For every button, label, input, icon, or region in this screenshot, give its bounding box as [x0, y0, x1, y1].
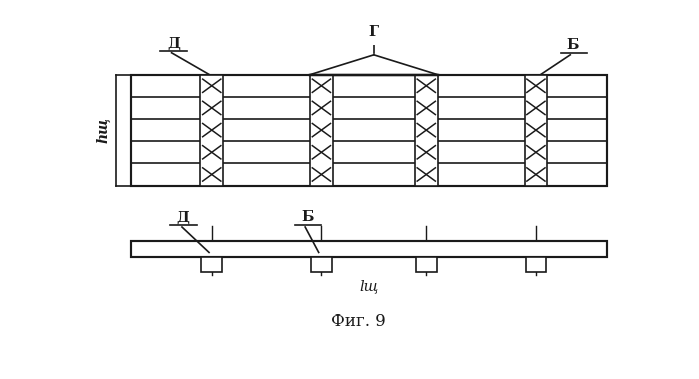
Text: Б: Б: [567, 39, 579, 52]
Bar: [201, 257, 222, 272]
Text: lщ: lщ: [359, 279, 379, 293]
Text: Б: Б: [302, 210, 314, 224]
Bar: [526, 257, 546, 272]
Bar: [415, 75, 438, 186]
Bar: [416, 257, 437, 272]
Text: Г: Г: [369, 25, 379, 39]
Text: Д: Д: [168, 36, 181, 50]
Text: Фиг. 9: Фиг. 9: [331, 313, 386, 330]
Bar: [201, 75, 223, 186]
Bar: [131, 241, 607, 257]
Text: Д: Д: [177, 210, 189, 224]
Bar: [131, 75, 607, 186]
Text: hщ: hщ: [96, 117, 110, 143]
Bar: [310, 75, 333, 186]
Bar: [311, 257, 332, 272]
Bar: [524, 75, 547, 186]
